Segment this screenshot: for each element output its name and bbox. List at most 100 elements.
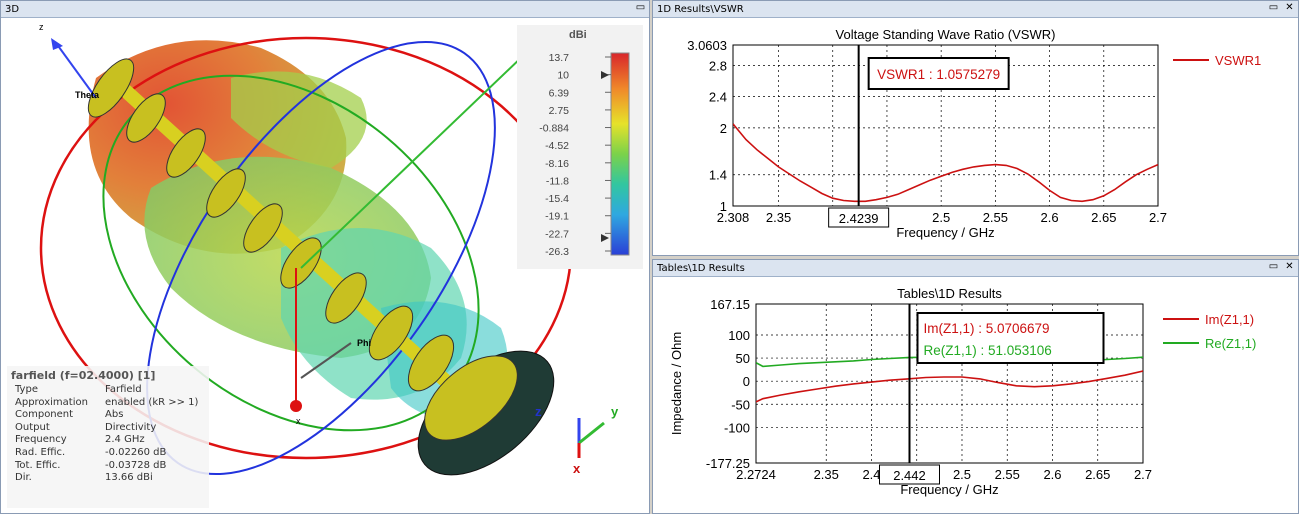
y-tick-label: -177.25 <box>706 456 750 471</box>
info-row: Dir. 13.66 dBi <box>7 472 209 485</box>
colorbar-level-marker <box>601 234 609 242</box>
info-row: Frequency 2.4 GHz <box>7 434 209 447</box>
y-tick-label: 2.4 <box>709 90 727 105</box>
info-row: Rad. Effic. -0.02260 dB <box>7 447 209 460</box>
colorbar-tick-label: 6.39 <box>549 87 570 99</box>
chart-title: Voltage Standing Wave Ratio (VSWR) <box>836 27 1056 42</box>
reflector-plate <box>424 355 518 441</box>
info-value: enabled (kR >> 1) <box>105 396 199 408</box>
farfield-info-title: farfield (f=02.4000) [1] <box>11 369 156 382</box>
colorbar-tick-label: -4.52 <box>545 140 569 152</box>
panel-tables-titlebar: Tables\1D Results ▭ ✕ <box>653 260 1298 277</box>
info-value: -0.02260 dB <box>105 446 167 458</box>
y-tick-label: 1.4 <box>709 168 727 183</box>
side-lobe-4 <box>231 71 367 168</box>
info-key: Approximation <box>15 396 88 408</box>
info-key: Type <box>15 384 38 395</box>
y-tick-label: 2 <box>720 121 727 136</box>
marker-x-box <box>878 464 940 485</box>
marker-readout-box <box>916 312 1105 364</box>
info-value: Farfield <box>105 384 142 395</box>
z-axis-label: z <box>39 22 44 32</box>
info-key: Frequency <box>15 434 67 446</box>
phi-label: Phi <box>357 338 371 348</box>
info-value: Abs <box>105 409 124 421</box>
colorbar-tick-label: 10 <box>557 70 569 82</box>
impedance-chart[interactable]: Tables\1D Results 2.2724 2.35 2.4 2.5 2.55 2.6… <box>653 277 1298 513</box>
series-line-0 <box>733 123 1158 203</box>
x-tick-label: 2.65 <box>1085 467 1110 482</box>
info-row: Output Directivity <box>7 422 209 435</box>
theta-label: Theta <box>75 90 100 100</box>
vswr-chart[interactable]: Voltage Standing Wave Ratio (VSWR) 2.308 2… <box>653 18 1298 255</box>
orientation-triad[interactable]: z y x <box>535 404 619 476</box>
chart-title: Tables\1D Results <box>897 286 1002 301</box>
x-tick-label: 2.7 <box>1149 210 1167 225</box>
info-value: 13.66 dBi <box>105 472 153 484</box>
y-tick-label: 167.15 <box>710 297 750 312</box>
colorbar-max-marker <box>601 71 609 79</box>
x-tick-label: 2.35 <box>766 210 791 225</box>
phi-vector <box>300 342 352 379</box>
y-tick-label: 2.8 <box>709 58 727 73</box>
panel-3d: 3D ▭ <box>0 0 650 514</box>
info-row: Tot. Effic. -0.03728 dB <box>7 460 209 473</box>
legend-label: Im(Z1,1) <box>1205 312 1254 327</box>
y-tick-label: -50 <box>731 397 750 412</box>
triad-x-label: x <box>573 461 581 476</box>
marker-x-label: 2.442 <box>893 468 926 483</box>
x-tick-label: 2.5 <box>953 467 971 482</box>
marker-readout: VSWR1 : 1.0575279 <box>877 67 1000 82</box>
info-row: Approximation enabled (kR >> 1) <box>7 397 209 410</box>
vswr-close-button[interactable]: ✕ <box>1285 2 1294 13</box>
colorbar-tick-label: -11.8 <box>546 175 569 187</box>
x-tick-label: 2.7 <box>1134 467 1152 482</box>
info-value: -0.03728 dB <box>105 459 167 471</box>
marker-x-label: 2.4239 <box>839 211 879 226</box>
x-tick-label: 2.35 <box>814 467 839 482</box>
info-value: 2.4 GHz <box>105 434 145 446</box>
x-tick-label: 2.4 <box>862 467 880 482</box>
x-tick-label: 2.6 <box>1043 467 1061 482</box>
x-tick-label: 2.5 <box>932 210 950 225</box>
info-key: Output <box>15 421 50 433</box>
y-axis-title: Impedance / Ohm <box>669 332 684 435</box>
panel-vswr-title: 1D Results\VSWR <box>657 4 744 15</box>
colorbar-tick-label: -8.16 <box>545 158 569 170</box>
info-row: Type Farfield <box>7 384 209 397</box>
legend-label: VSWR1 <box>1215 53 1261 68</box>
marker-readout-im: Im(Z1,1) : 5.0706679 <box>923 321 1049 336</box>
tables-close-button[interactable]: ✕ <box>1285 261 1294 272</box>
maximize-button[interactable]: ▭ <box>635 2 646 13</box>
y-axis-line <box>300 52 527 269</box>
y-tick-label: 1 <box>720 199 727 214</box>
tables-maximize-button[interactable]: ▭ <box>1268 261 1279 272</box>
z-axis-arrow <box>51 38 63 50</box>
colorbar-svg: 13.7 10 6.39 2.75 -0.884 -4.52 -8.16 -11.8 -15.4… <box>539 52 630 258</box>
panel-3d-titlebar: 3D ▭ <box>1 1 649 18</box>
info-key: Tot. Effic. <box>15 459 61 471</box>
panel-vswr-titlebar: 1D Results\VSWR ▭ ✕ <box>653 1 1298 18</box>
info-key: Rad. Effic. <box>15 446 66 458</box>
y-tick-label: 3.0603 <box>687 38 727 53</box>
info-key: Component <box>15 409 74 421</box>
x-axis-title: Frequency / GHz <box>896 225 994 240</box>
legend-label: Re(Z1,1) <box>1205 336 1256 351</box>
colorbar-unit: dBi <box>569 29 587 41</box>
series-line-0 <box>756 370 1143 403</box>
farfield-info-panel: farfield (f=02.4000) [1] Type Farfield App… <box>7 366 209 508</box>
colorbar-legend: dBi 13.7 10 6.39 2.75 -0.884 -4.52 -8.16 -11.8 -… <box>517 25 643 269</box>
info-row: Component Abs <box>7 409 209 422</box>
triad-z-label: z <box>535 404 542 419</box>
x-tick-label: 2.2724 <box>736 467 776 482</box>
antenna-directors <box>87 58 455 392</box>
y-tick-label: 50 <box>736 351 750 366</box>
info-key: Dir. <box>15 472 32 484</box>
x-tick-label: 2.65 <box>1091 210 1116 225</box>
x-tick-label: 2.55 <box>983 210 1008 225</box>
marker-x-box <box>828 207 890 228</box>
vswr-maximize-button[interactable]: ▭ <box>1268 2 1279 13</box>
y-tick-label: 100 <box>728 328 750 343</box>
panel-3d-title: 3D <box>5 4 20 15</box>
colorbar-tick-label: 13.7 <box>549 52 570 64</box>
